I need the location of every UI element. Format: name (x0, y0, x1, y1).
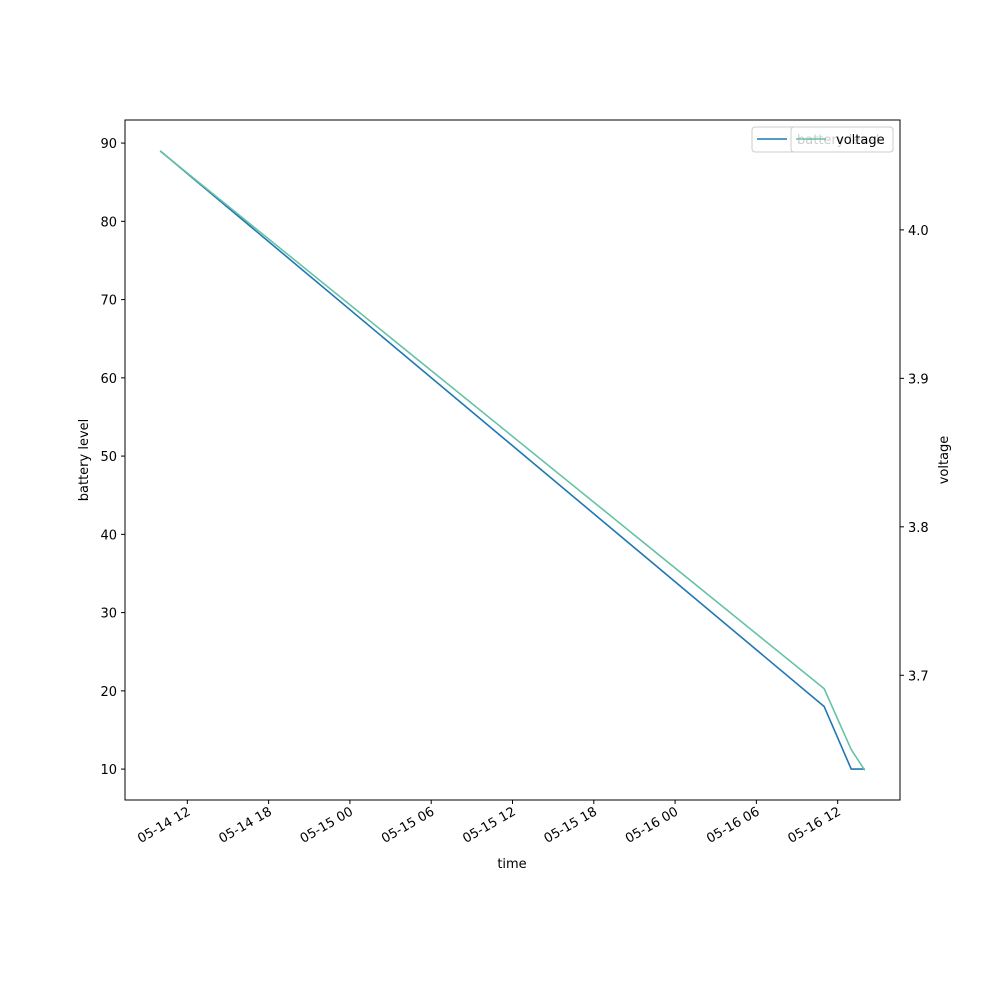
y-tick-label: 80 (100, 215, 117, 230)
y2-axis-label: voltage (937, 436, 952, 485)
y-tick-label: 30 (100, 607, 117, 622)
y-tick-label: 40 (100, 528, 117, 543)
y-tick-label: 50 (100, 450, 117, 465)
y2-tick-label: 4.0 (908, 224, 929, 239)
y-tick-label: 20 (100, 685, 117, 700)
plot-layer (159, 150, 866, 771)
y-tick-label: 90 (100, 137, 117, 152)
y-tick-label: 10 (100, 763, 117, 778)
y2-tick-label: 3.8 (908, 521, 929, 536)
series-line (159, 150, 865, 770)
y2-tick-label: 3.9 (908, 372, 929, 387)
series-line (159, 150, 866, 771)
y2-tick-label: 3.7 (908, 669, 929, 684)
legend-label: voltage (836, 133, 885, 148)
y-tick-label: 60 (100, 372, 117, 387)
y-axis-label: battery level (77, 419, 92, 502)
x-axis-label: time (497, 857, 526, 872)
y-tick-label: 70 (100, 294, 117, 309)
legend-box (790, 126, 894, 153)
